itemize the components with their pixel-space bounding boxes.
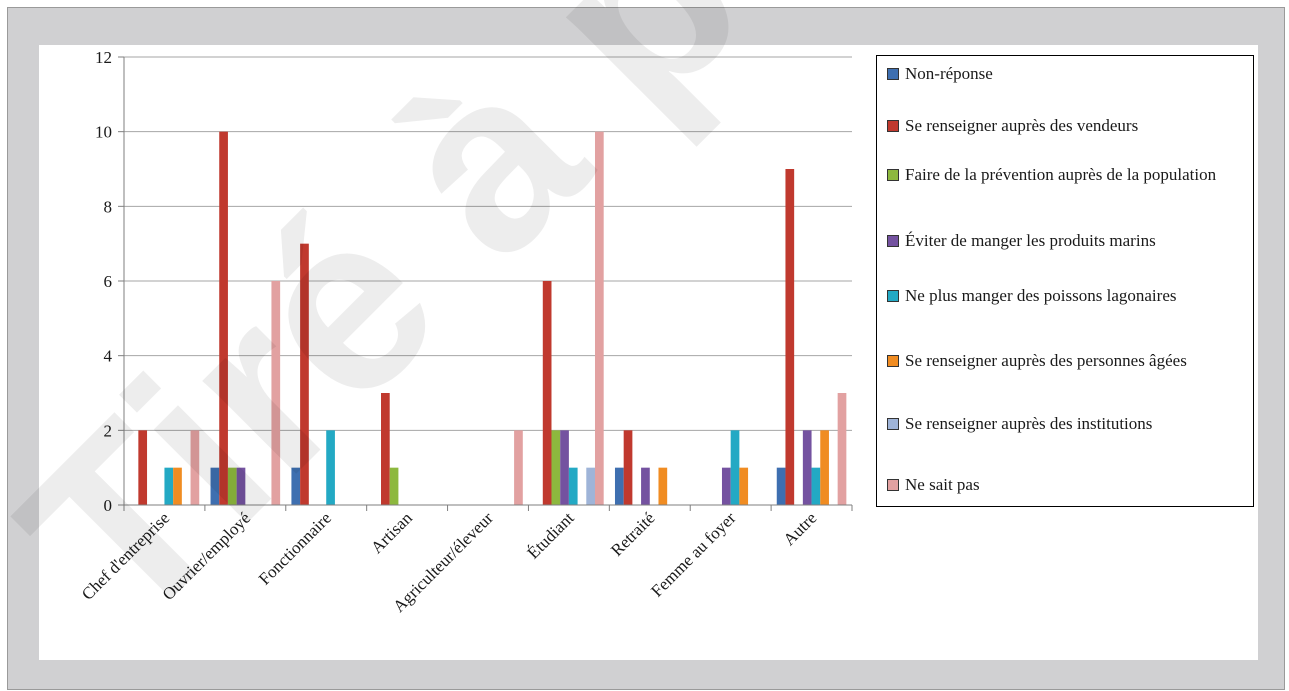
legend-swatch [887,169,899,181]
bar [776,467,786,505]
bar [586,467,595,505]
bar [811,467,821,505]
y-tick-label: 6 [104,272,113,291]
bar [739,467,749,505]
y-tick-label: 12 [95,48,112,67]
bar [164,467,174,505]
legend-swatch [887,418,899,430]
x-tick-label: Ouvrier/employé [159,508,255,604]
legend-item: Se renseigner auprès des institutions [887,413,1247,434]
bar [785,169,795,505]
bar [300,243,309,505]
legend-item: Se renseigner auprès des vendeurs [887,115,1247,136]
legend-label: Éviter de manger les produits marins [905,231,1156,250]
legend-label: Se renseigner auprès des personnes âgées [905,351,1187,370]
y-tick-label: 8 [104,197,113,216]
bar [614,467,624,505]
bar [721,467,731,505]
bar [381,393,390,505]
bar [389,467,399,505]
bar [623,430,633,505]
x-tick-label: Retraité [607,508,658,559]
legend-label: Faire de la prévention auprès de la popu… [905,165,1217,184]
legend-label: Non-réponse [905,64,993,83]
x-tick-label: Fonctionnaire [255,508,335,588]
legend-label: Ne sait pas [905,475,980,494]
bar [594,131,604,505]
legend-item: Éviter de manger les produits marins [887,230,1247,251]
bar [568,467,578,505]
bar [326,430,335,505]
bar [291,467,301,505]
x-tick-label: Autre [780,508,821,549]
legend-item: Non-réponse [887,63,1247,84]
legend-swatch [887,479,899,491]
chart-legend: Non-réponse Se renseigner auprès des vend… [876,55,1254,507]
bar [641,467,650,505]
x-tick-label: Artisan [367,508,416,557]
x-tick-label: Étudiant [524,508,578,562]
legend-label: Se renseigner auprès des institutions [905,414,1153,433]
bar [560,430,569,505]
y-tick-label: 2 [104,421,113,440]
bar [138,430,148,505]
legend-label: Ne plus manger des poissons lagonaires [905,286,1177,305]
y-tick-label: 10 [95,123,112,142]
bar [190,430,200,505]
y-tick-label: 4 [104,347,113,366]
legend-swatch [887,290,899,302]
bar [227,467,237,505]
legend-label: Se renseigner auprès des vendeurs [905,116,1139,135]
legend-item: Faire de la prévention auprès de la popu… [887,164,1247,185]
bar [658,467,668,505]
legend-item: Ne plus manger des poissons lagonaires [887,285,1247,306]
bar [514,430,523,505]
bar [730,430,740,505]
bar [551,430,561,505]
bar [837,393,847,505]
legend-swatch [887,355,899,367]
legend-swatch [887,235,899,247]
bar [219,131,228,505]
bar [271,281,281,505]
bar [210,467,220,505]
legend-swatch [887,68,899,80]
legend-item: Ne sait pas [887,474,1247,495]
y-tick-label: 0 [104,496,113,515]
x-tick-label: Femme au foyer [647,508,739,600]
bar [820,430,829,505]
bar [236,467,246,505]
legend-item: Se renseigner auprès des personnes âgées [887,350,1247,371]
legend-swatch [887,120,899,132]
bar [542,281,552,505]
bar [173,467,182,505]
bar [802,430,812,505]
